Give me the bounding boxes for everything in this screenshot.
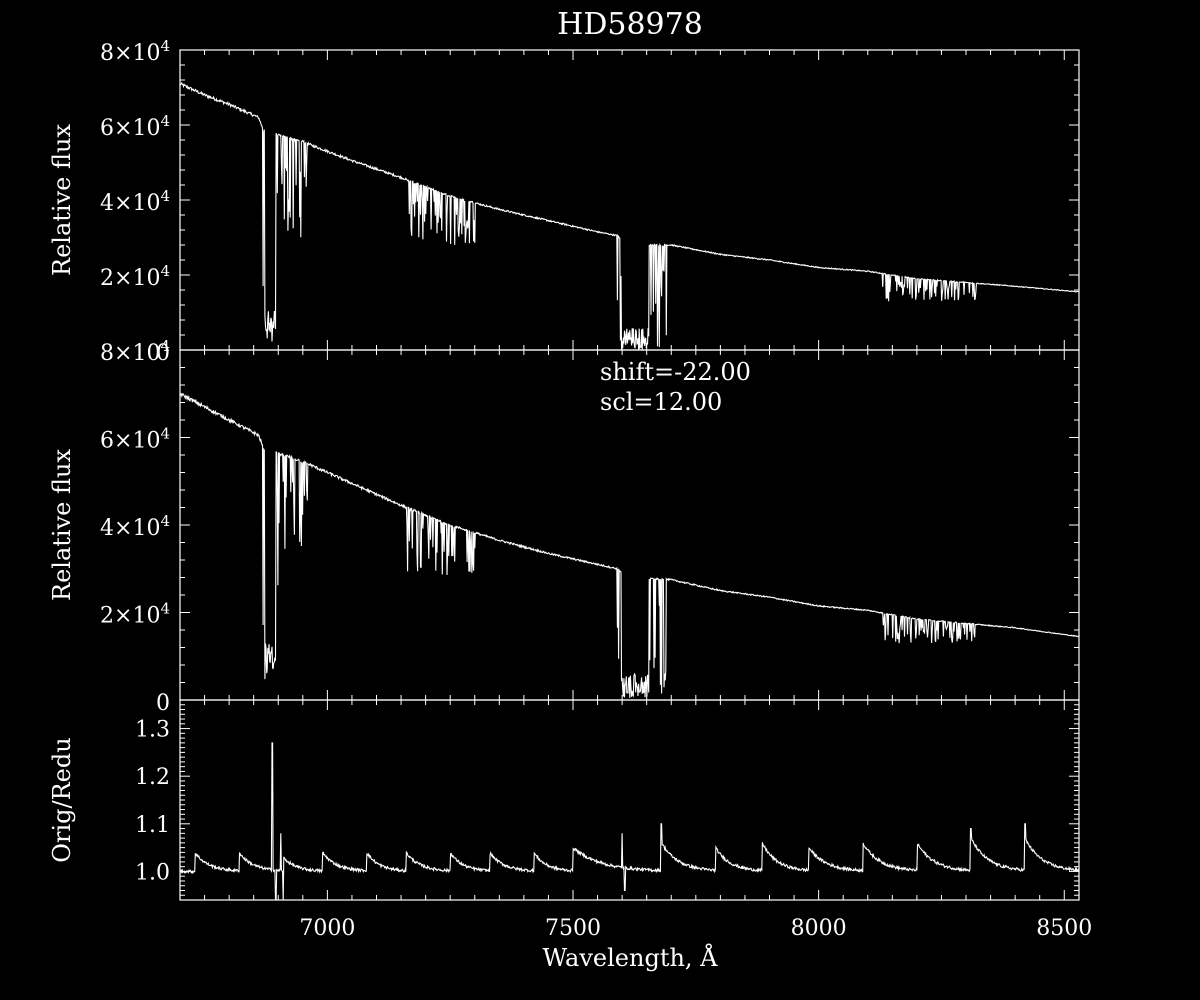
y-tick-label-base: 4×10 [100,191,160,216]
panel-bottom: 1.0 1.1 1.2 1.3 7000 7500 8000 8500 Wavelength, … [48,699,1092,972]
y-tick-label-exp: 4 [160,187,170,205]
spectrum-line [179,81,1080,350]
y-tick-label-base: 8×10 [100,41,160,66]
y-tick-label-base: 4×10 [100,516,160,541]
y-tick-label: 6×104 [100,425,170,454]
y-axis-label: Relative flux [48,124,76,276]
y-tick-label-base: 0 [156,341,170,366]
y-tick-label: 0 [156,691,170,716]
y-tick-label-exp: 4 [160,262,170,280]
y-tick-label-exp: 4 [160,112,170,130]
y-tick-label-exp: 4 [160,37,170,55]
y-tick-label-base: 6×10 [100,116,160,141]
y-tick-label-base: 2×10 [100,604,160,629]
y-tick-label-exp: 4 [160,425,170,443]
x-axis-label: Wavelength, Å [542,943,718,972]
plot-frame [179,49,1080,351]
y-tick-label: 1.1 [135,813,170,838]
y-tick-label-base: 0 [156,691,170,716]
y-tick-label: 2×104 [100,262,170,291]
y-tick-label: 8×104 [100,337,170,366]
x-tick-label: 8000 [791,916,847,941]
y-axis-label: Relative flux [48,449,76,601]
x-tick-label: 7500 [545,916,601,941]
y-tick-label: 1.3 [135,718,170,743]
spectrum-line [179,392,1080,698]
chart-title: HD58978 [557,7,703,42]
annotation-text: shift=-22.00 [600,358,751,386]
y-tick-label: 4×104 [100,512,170,541]
y-tick-label: 8×104 [100,37,170,66]
y-tick-label-base: 2×10 [100,266,160,291]
y-tick-label-exp: 4 [160,600,170,618]
annotation-text: scl=12.00 [600,388,722,416]
y-axis-label: Orig/Redu [48,737,76,862]
x-tick-label: 7000 [299,916,355,941]
ratio-line [179,742,1080,901]
y-tick-label: 2×104 [100,600,170,629]
y-tick-label: 6×104 [100,112,170,141]
y-tick-label: 1.0 [135,860,170,885]
y-tick-label-base: 8×10 [100,341,160,366]
y-tick-label-exp: 4 [160,512,170,530]
y-tick-label: 4×104 [100,187,170,216]
y-tick-label-exp: 4 [160,337,170,355]
y-tick-label-base: 6×10 [100,429,160,454]
x-tick-label: 8500 [1036,916,1092,941]
y-tick-label: 1.2 [135,765,170,790]
y-tick-label: 0 [156,341,170,366]
